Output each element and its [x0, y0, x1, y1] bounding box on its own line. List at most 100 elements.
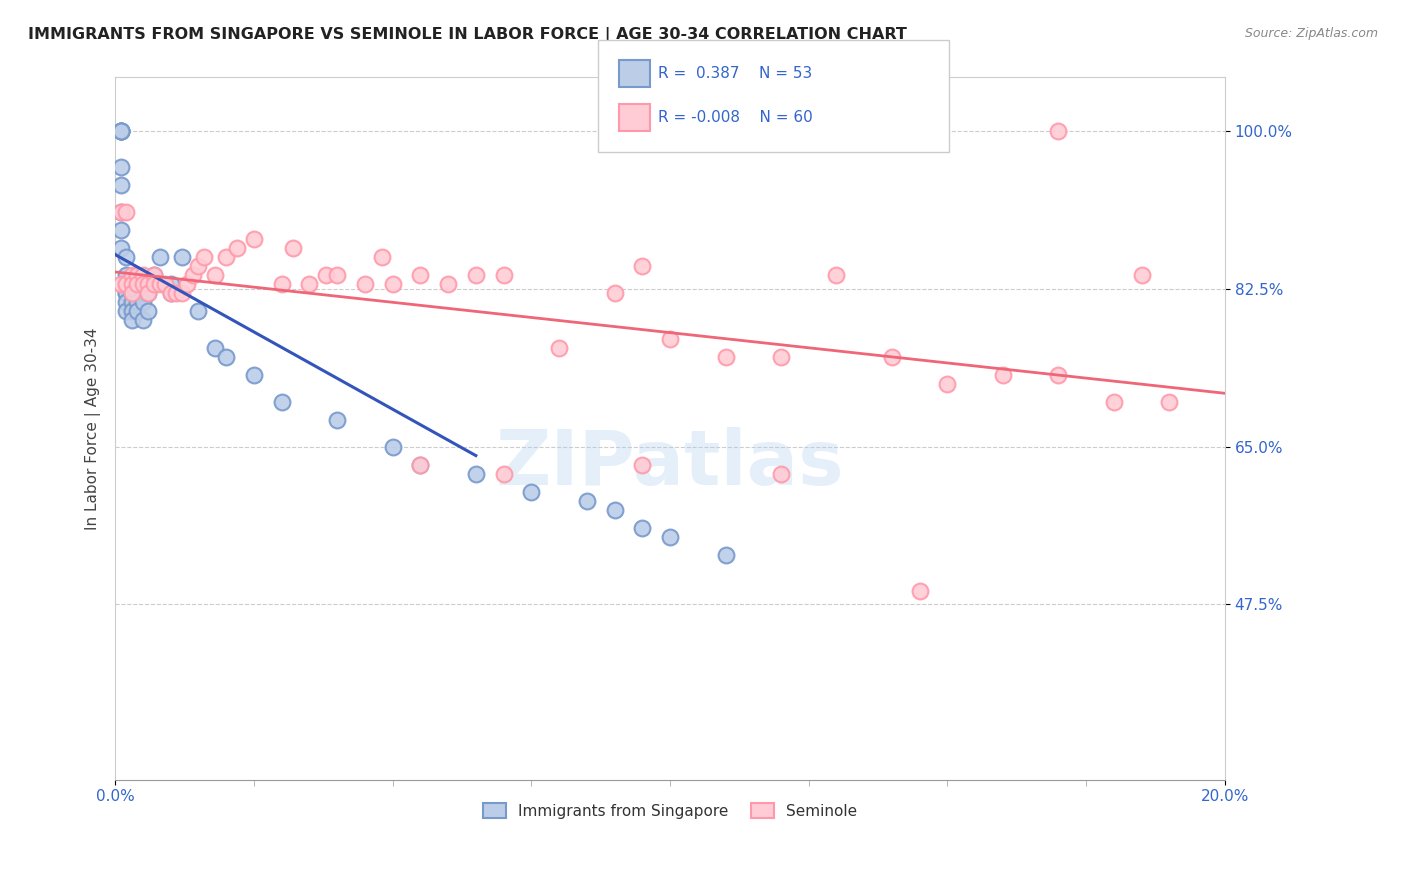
- Point: [381, 277, 404, 292]
- Point: [187, 260, 209, 274]
- Text: R =  0.387    N = 53: R = 0.387 N = 53: [658, 66, 813, 80]
- Point: [1047, 368, 1070, 382]
- Point: [464, 268, 486, 283]
- Point: [1047, 124, 1070, 138]
- Point: [908, 583, 931, 598]
- Point: [243, 232, 266, 246]
- Point: [1102, 394, 1125, 409]
- Point: [127, 277, 149, 292]
- Point: [659, 530, 682, 544]
- Point: [110, 242, 132, 256]
- Point: [631, 458, 654, 472]
- Point: [170, 251, 193, 265]
- Point: [176, 277, 198, 292]
- Point: [631, 260, 654, 274]
- Point: [153, 277, 176, 292]
- Point: [127, 286, 149, 301]
- Point: [110, 124, 132, 138]
- Point: [315, 268, 337, 283]
- Point: [281, 242, 304, 256]
- Legend: Immigrants from Singapore, Seminole: Immigrants from Singapore, Seminole: [477, 797, 863, 824]
- Point: [143, 268, 166, 283]
- Point: [1159, 394, 1181, 409]
- Point: [143, 268, 166, 283]
- Point: [187, 304, 209, 318]
- Point: [115, 286, 138, 301]
- Point: [270, 394, 292, 409]
- Point: [115, 277, 138, 292]
- Point: [714, 548, 737, 562]
- Point: [132, 295, 155, 310]
- Point: [148, 277, 170, 292]
- Point: [226, 242, 249, 256]
- Point: [132, 277, 155, 292]
- Point: [215, 251, 238, 265]
- Point: [409, 268, 432, 283]
- Point: [603, 502, 626, 516]
- Point: [204, 341, 226, 355]
- Point: [492, 467, 515, 481]
- Point: [110, 161, 132, 175]
- Point: [492, 268, 515, 283]
- Point: [110, 124, 132, 138]
- Point: [631, 520, 654, 534]
- Point: [127, 295, 149, 310]
- Point: [825, 268, 848, 283]
- Point: [181, 268, 204, 283]
- Point: [381, 440, 404, 454]
- Point: [110, 205, 132, 219]
- Point: [110, 124, 132, 138]
- Point: [159, 277, 181, 292]
- Point: [121, 313, 143, 327]
- Point: [165, 286, 187, 301]
- Point: [115, 205, 138, 219]
- Point: [110, 124, 132, 138]
- Point: [115, 251, 138, 265]
- Point: [110, 223, 132, 237]
- Point: [121, 286, 143, 301]
- Point: [127, 268, 149, 283]
- Point: [110, 205, 132, 219]
- Text: Source: ZipAtlas.com: Source: ZipAtlas.com: [1244, 27, 1378, 40]
- Point: [548, 341, 571, 355]
- Point: [110, 124, 132, 138]
- Point: [121, 277, 143, 292]
- Point: [298, 277, 321, 292]
- Point: [121, 286, 143, 301]
- Point: [159, 286, 181, 301]
- Point: [270, 277, 292, 292]
- Point: [370, 251, 392, 265]
- Y-axis label: In Labor Force | Age 30-34: In Labor Force | Age 30-34: [86, 327, 101, 530]
- Point: [464, 467, 486, 481]
- Point: [880, 350, 903, 364]
- Point: [127, 277, 149, 292]
- Point: [769, 467, 792, 481]
- Point: [170, 286, 193, 301]
- Point: [110, 277, 132, 292]
- Text: IMMIGRANTS FROM SINGAPORE VS SEMINOLE IN LABOR FORCE | AGE 30-34 CORRELATION CHA: IMMIGRANTS FROM SINGAPORE VS SEMINOLE IN…: [28, 27, 907, 43]
- Point: [991, 368, 1014, 382]
- Point: [409, 458, 432, 472]
- Point: [115, 277, 138, 292]
- Point: [121, 268, 143, 283]
- Point: [603, 286, 626, 301]
- Point: [936, 376, 959, 391]
- Point: [326, 268, 349, 283]
- Point: [138, 304, 160, 318]
- Point: [204, 268, 226, 283]
- Point: [575, 493, 598, 508]
- Point: [121, 286, 143, 301]
- Point: [148, 251, 170, 265]
- Point: [121, 304, 143, 318]
- Point: [115, 304, 138, 318]
- Point: [354, 277, 377, 292]
- Point: [132, 268, 155, 283]
- Point: [243, 368, 266, 382]
- Text: ZIPatlas: ZIPatlas: [496, 426, 845, 500]
- Point: [714, 350, 737, 364]
- Point: [138, 286, 160, 301]
- Point: [115, 286, 138, 301]
- Point: [115, 277, 138, 292]
- Point: [132, 286, 155, 301]
- Text: R = -0.008    N = 60: R = -0.008 N = 60: [658, 111, 813, 125]
